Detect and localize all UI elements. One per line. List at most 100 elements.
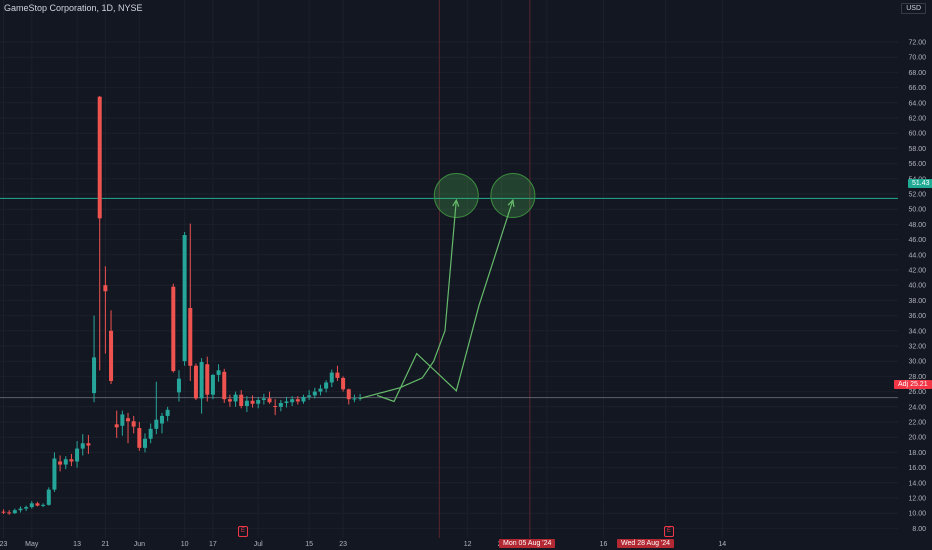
price-axis-panel[interactable] — [898, 0, 932, 538]
candle — [352, 394, 357, 403]
candle-body — [103, 285, 108, 292]
candle-body — [97, 96, 102, 219]
crosshair-date-badge: Wed 28 Aug '24 — [617, 539, 675, 548]
price-tick-label: 42.00 — [908, 268, 926, 275]
currency-badge[interactable]: USD — [901, 3, 926, 14]
price-tick-label: 70.00 — [908, 55, 926, 62]
candle — [233, 391, 238, 407]
target-circle[interactable] — [490, 173, 536, 219]
target-circles — [433, 173, 536, 219]
candle — [182, 232, 187, 366]
candle-body — [210, 374, 215, 395]
candle-body — [92, 357, 97, 394]
date-tick-label: 23 — [0, 541, 7, 548]
candle — [335, 365, 340, 381]
candle-body — [120, 414, 125, 426]
candle-body — [329, 372, 334, 383]
candle-body — [239, 394, 244, 407]
candle — [18, 506, 23, 513]
candle-body — [41, 504, 46, 506]
candle — [284, 396, 289, 408]
candle-body — [80, 443, 85, 449]
earnings-event-marker[interactable]: E — [238, 526, 248, 537]
candle — [273, 399, 278, 416]
candle-body — [58, 461, 63, 465]
date-tick-label: 13 — [73, 541, 81, 548]
candle-body — [52, 458, 57, 490]
candle-body — [12, 510, 17, 514]
candle — [250, 395, 255, 408]
candle — [114, 410, 119, 438]
price-tick-label: 18.00 — [908, 450, 926, 457]
symbol-title[interactable]: GameStop Corporation, 1D, NYSE — [4, 3, 143, 13]
candle-body — [307, 395, 312, 397]
candle — [159, 412, 164, 434]
candle — [329, 369, 334, 388]
candle — [75, 441, 80, 468]
candle-body — [278, 403, 283, 407]
candle-body — [261, 398, 266, 400]
price-tick-label: 46.00 — [908, 237, 926, 244]
candle — [143, 433, 147, 453]
candle-body — [244, 400, 249, 407]
candle-body — [290, 399, 295, 403]
candle-body — [295, 399, 300, 402]
candle — [216, 364, 221, 382]
candle — [199, 358, 204, 414]
candle-body — [267, 398, 272, 403]
candle-body — [18, 508, 23, 511]
price-tick-label: 34.00 — [908, 328, 926, 335]
date-tick-label: 21 — [101, 541, 109, 548]
price-tick-label: 22.00 — [908, 420, 926, 427]
price-tick-label: 68.00 — [908, 70, 926, 77]
candle — [295, 396, 300, 405]
candle — [69, 453, 74, 467]
price-tick-label: 66.00 — [908, 85, 926, 92]
candle-body — [346, 389, 351, 400]
projection-path-2[interactable] — [376, 199, 514, 403]
price-tick-label: 60.00 — [908, 131, 926, 138]
date-markers — [438, 0, 531, 538]
price-tick-label: 20.00 — [908, 435, 926, 442]
candle-body — [352, 398, 357, 400]
date-tick-label: 14 — [718, 541, 726, 548]
candle-body — [318, 388, 323, 392]
candle-body — [154, 419, 159, 429]
candle — [154, 381, 159, 435]
price-tick-label: 38.00 — [908, 298, 926, 305]
candle — [109, 310, 114, 384]
target-circle[interactable] — [433, 173, 479, 219]
date-tick-label: 12 — [464, 541, 472, 548]
candle-body — [24, 507, 29, 509]
price-tick-label: 72.00 — [908, 40, 926, 47]
candle-body — [335, 372, 340, 378]
price-tick-label: 32.00 — [908, 344, 926, 351]
candle-body — [301, 396, 306, 402]
price-tick-label: 48.00 — [908, 222, 926, 229]
price-tick-label: 50.00 — [908, 207, 926, 214]
earnings-event-marker[interactable]: E — [664, 526, 674, 537]
candle-body — [35, 503, 40, 506]
candle-body — [46, 489, 51, 505]
projection-arrowhead — [452, 198, 460, 207]
candle — [176, 370, 181, 402]
candle-body — [69, 459, 74, 462]
candle — [126, 412, 131, 444]
candle — [41, 503, 46, 508]
candle — [307, 390, 312, 400]
candle — [244, 396, 249, 413]
time-axis-panel[interactable] — [0, 538, 932, 550]
price-tick-label: 30.00 — [908, 359, 926, 366]
candle — [24, 505, 29, 511]
candle — [267, 391, 272, 404]
projection-path-1[interactable] — [359, 200, 457, 400]
candle — [188, 223, 193, 381]
projection-paths — [359, 198, 515, 403]
price-tick-label: 58.00 — [908, 146, 926, 153]
candle — [239, 390, 244, 409]
candle-body — [171, 286, 176, 372]
price-tick-label: 28.00 — [908, 374, 926, 381]
date-tick-label: 17 — [209, 541, 217, 548]
